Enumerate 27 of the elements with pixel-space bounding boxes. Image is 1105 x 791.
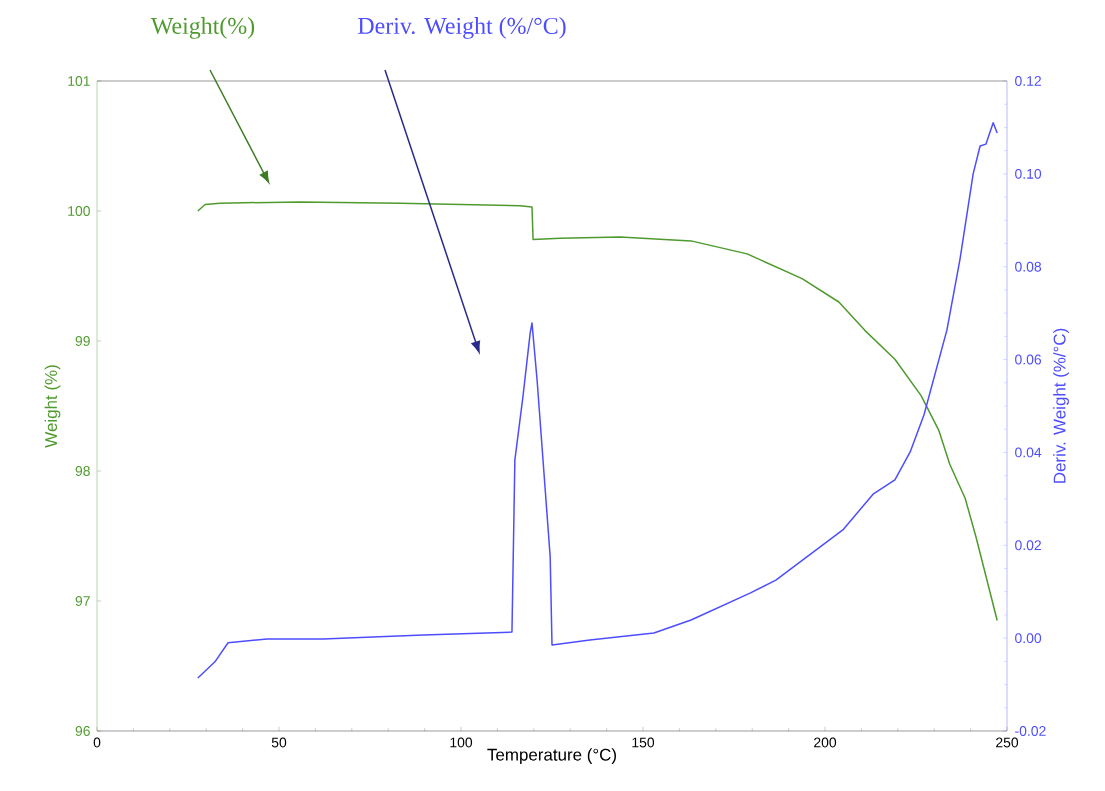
line-series [197, 122, 998, 679]
x-tick-label: 250 [996, 737, 1019, 748]
y2-tick-label: 0.06 [1015, 354, 1042, 365]
x-axis-title: Temperature (°C) [487, 748, 616, 765]
y2-tick-label: 0.04 [1015, 447, 1042, 458]
y2-tick-label: -0.02 [1015, 726, 1046, 736]
text: Weight(%) [150, 17, 255, 39]
y-tick-label: 98 [75, 466, 90, 476]
y2-axis-title: Deriv. Weight (%/°C) [1053, 328, 1069, 483]
y-tick-label: 96 [75, 726, 90, 736]
text: Deriv. Weight (%/°C) [358, 17, 566, 39]
y2-tick-label: 0.00 [1015, 633, 1042, 644]
x-tick-label: 150 [632, 737, 655, 748]
x-tick-label: 50 [271, 737, 287, 748]
x-tick-label: 100 [450, 737, 473, 748]
y2-tick-label: 0.12 [1015, 76, 1041, 86]
y-axis-title: Weight (%) [44, 365, 61, 448]
y2-tick-label: 0.02 [1015, 540, 1041, 551]
x-tick-label: 200 [814, 737, 837, 748]
y-tick-label: 100 [68, 206, 90, 216]
y2-tick-label: 0.10 [1015, 168, 1042, 179]
line-series [197, 201, 998, 622]
y2-tick-label: 0.08 [1015, 261, 1042, 272]
x-tick-label: 0 [93, 737, 101, 748]
y-tick-label: 99 [75, 336, 90, 346]
y-tick-label: 97 [75, 596, 90, 606]
y-tick-label: 101 [68, 76, 90, 86]
